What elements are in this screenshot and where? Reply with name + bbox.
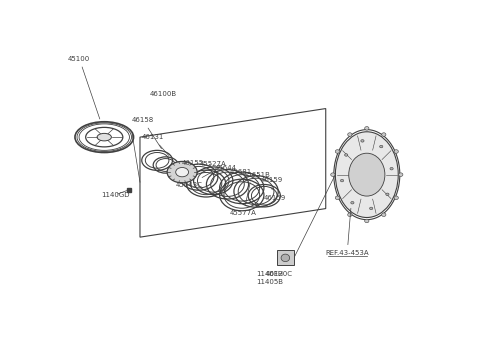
Ellipse shape	[394, 196, 398, 199]
Polygon shape	[277, 250, 294, 265]
Ellipse shape	[365, 127, 369, 130]
Text: 45681: 45681	[229, 169, 252, 175]
Ellipse shape	[390, 167, 393, 170]
Ellipse shape	[336, 132, 398, 217]
Text: 1140GD: 1140GD	[101, 190, 129, 198]
Text: 46159: 46159	[260, 177, 283, 183]
Text: 45527A: 45527A	[200, 161, 227, 167]
Ellipse shape	[348, 213, 352, 216]
Ellipse shape	[97, 134, 111, 141]
Text: 46159: 46159	[264, 188, 286, 201]
Text: 1140FH
11405B: 1140FH 11405B	[256, 271, 283, 285]
Ellipse shape	[361, 140, 364, 142]
Text: 46131: 46131	[141, 134, 168, 156]
Ellipse shape	[394, 150, 398, 153]
Ellipse shape	[281, 254, 289, 262]
Text: 46155: 46155	[182, 160, 204, 166]
Text: REF.43-453A: REF.43-453A	[325, 208, 369, 256]
Ellipse shape	[335, 150, 339, 153]
Ellipse shape	[365, 219, 369, 223]
Ellipse shape	[370, 207, 373, 210]
Text: 46100B: 46100B	[150, 91, 177, 97]
Text: 46158: 46158	[132, 117, 161, 149]
Ellipse shape	[348, 133, 352, 136]
Ellipse shape	[349, 153, 385, 196]
Ellipse shape	[351, 202, 354, 204]
Ellipse shape	[398, 173, 403, 176]
Ellipse shape	[382, 213, 386, 216]
Ellipse shape	[335, 196, 339, 199]
Ellipse shape	[176, 167, 189, 177]
Text: 45651B: 45651B	[244, 172, 271, 178]
Ellipse shape	[380, 145, 383, 148]
Ellipse shape	[340, 179, 344, 182]
Text: 45643C: 45643C	[176, 172, 212, 188]
Ellipse shape	[167, 161, 197, 183]
Text: 45100: 45100	[68, 55, 100, 119]
Ellipse shape	[345, 154, 348, 156]
Ellipse shape	[382, 133, 386, 136]
Text: 45644: 45644	[215, 165, 237, 171]
Ellipse shape	[331, 173, 335, 176]
Text: 45577A: 45577A	[230, 183, 257, 216]
Text: 46120C: 46120C	[266, 253, 293, 276]
Ellipse shape	[386, 193, 389, 195]
